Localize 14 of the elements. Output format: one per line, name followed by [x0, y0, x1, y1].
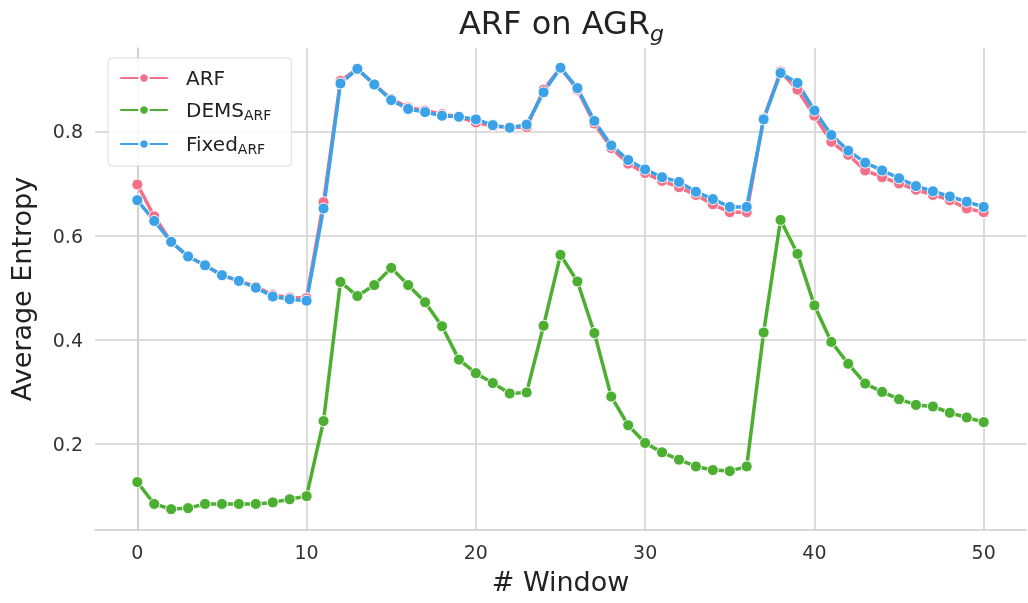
- y-tick-label: 0.6: [52, 224, 83, 247]
- x-tick-label: 40: [802, 540, 827, 563]
- x-axis-title: # Window: [491, 566, 630, 597]
- x-tick-label: 10: [294, 540, 319, 563]
- x-tick-label: 50: [971, 540, 996, 563]
- y-axis-title: Average Entropy: [6, 176, 37, 402]
- x-tick-label: 20: [463, 540, 488, 563]
- chart-title: ARF on AGR$_{g}$: [457, 4, 666, 47]
- y-tick-label: 0.2: [52, 433, 83, 456]
- x-tick-label: 0: [131, 540, 144, 563]
- legend-label: ARF: [186, 66, 226, 90]
- x-tick-label: 30: [633, 540, 658, 563]
- y-tick-label: 0.8: [52, 120, 83, 143]
- y-tick-label: 0.4: [52, 328, 83, 351]
